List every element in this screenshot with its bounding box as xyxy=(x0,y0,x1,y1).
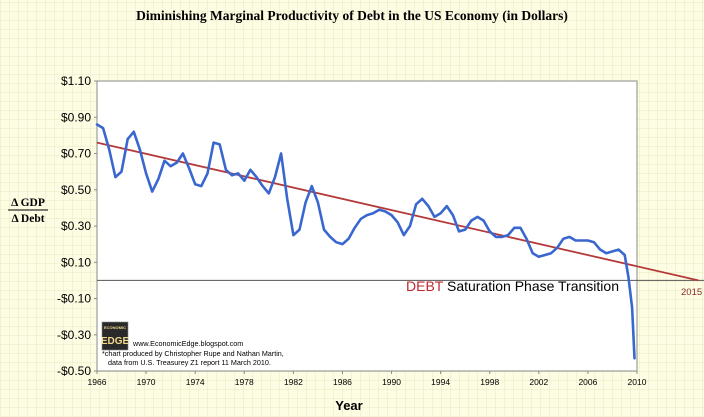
logo-top-text: ECONOMIC xyxy=(104,325,126,330)
x-tick-label: 1970 xyxy=(137,377,156,387)
x-tick-label: 1974 xyxy=(186,377,205,387)
y-tick-label: -$0.50 xyxy=(57,364,91,378)
x-tick-label: 1978 xyxy=(235,377,254,387)
y-axis-label-numerator: Δ GDP xyxy=(11,197,45,209)
y-tick-label: -$0.10 xyxy=(57,292,91,306)
x-tick-label: 2010 xyxy=(628,377,647,387)
y-tick-label: -$0.30 xyxy=(57,328,91,342)
trend-line xyxy=(96,141,699,282)
phase-transition-annotation: DEBT Saturation Phase Transition xyxy=(406,278,619,294)
economic-edge-logo: ECONOMIC EDGE xyxy=(101,321,130,351)
y-axis: $1.10 $0.90 $0.70 $0.50 $0.30 $0.10 -$0.10 -$0.… xyxy=(57,74,97,378)
x-tick-label: 1994 xyxy=(431,377,450,387)
y-tick-label: $0.30 xyxy=(61,219,91,233)
x-tick-label: 1990 xyxy=(382,377,401,387)
y-tick-label: $0.10 xyxy=(61,255,91,269)
annotation-rest: Saturation Phase Transition xyxy=(443,278,619,294)
trend-endpoint-year-label: 2015 xyxy=(681,287,702,298)
annotation-debt-word: DEBT xyxy=(406,278,444,294)
credit-authors: *chart produced by Christopher Rupe and … xyxy=(102,349,284,358)
y-tick-label: $0.70 xyxy=(61,147,91,161)
x-tick-label: 1986 xyxy=(333,377,352,387)
credit-source: data from U.S. Treasurey Z1 report 11 Ma… xyxy=(108,358,271,367)
credit-url: www.EconomicEdge.blogspot.com xyxy=(132,339,243,348)
x-tick-label: 1998 xyxy=(480,377,499,387)
x-tick-label: 2006 xyxy=(578,377,597,387)
plot-area xyxy=(96,80,638,372)
y-tick-label: $1.10 xyxy=(61,74,91,88)
gdp-debt-ratio-line xyxy=(95,123,636,360)
y-axis-label-denominator: Δ Debt xyxy=(11,213,44,225)
y-tick-label: $0.90 xyxy=(61,110,91,124)
x-tick-label: 1982 xyxy=(284,377,303,387)
x-axis-label: Year xyxy=(335,398,362,413)
x-tick-label: 2002 xyxy=(529,377,548,387)
logo-main-text: EDGE xyxy=(101,336,130,347)
chart-title: Diminishing Marginal Productivity of Deb… xyxy=(136,8,568,23)
x-tick-label: 1966 xyxy=(88,377,107,387)
x-axis: 1966 1970 1974 1978 1982 1986 1990 1994 1998 2002… xyxy=(88,371,647,387)
y-tick-label: $0.50 xyxy=(61,183,91,197)
